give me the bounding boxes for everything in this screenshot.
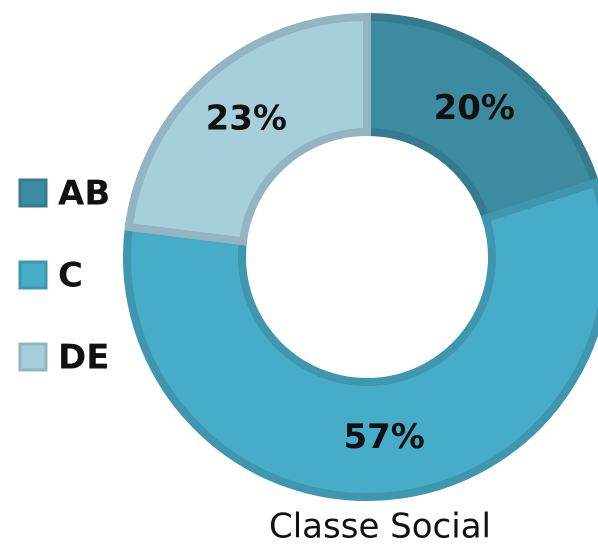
value-label: 57% <box>343 417 424 457</box>
legend-label: DE <box>58 338 109 378</box>
slices: 20% 57% 23% <box>123 12 598 501</box>
slice <box>363 12 598 224</box>
legend-label: C <box>58 256 83 296</box>
chart-title: Classe Social <box>269 507 491 547</box>
value-label: 20% <box>434 88 515 128</box>
legend-swatch <box>18 178 48 208</box>
value-label: 23% <box>206 99 287 139</box>
slice <box>124 12 371 246</box>
legend-swatch <box>18 260 48 290</box>
slice <box>123 177 598 501</box>
legend-swatch <box>18 342 48 372</box>
legend-label: AB <box>58 174 110 214</box>
legend: AB C DE <box>18 174 110 378</box>
